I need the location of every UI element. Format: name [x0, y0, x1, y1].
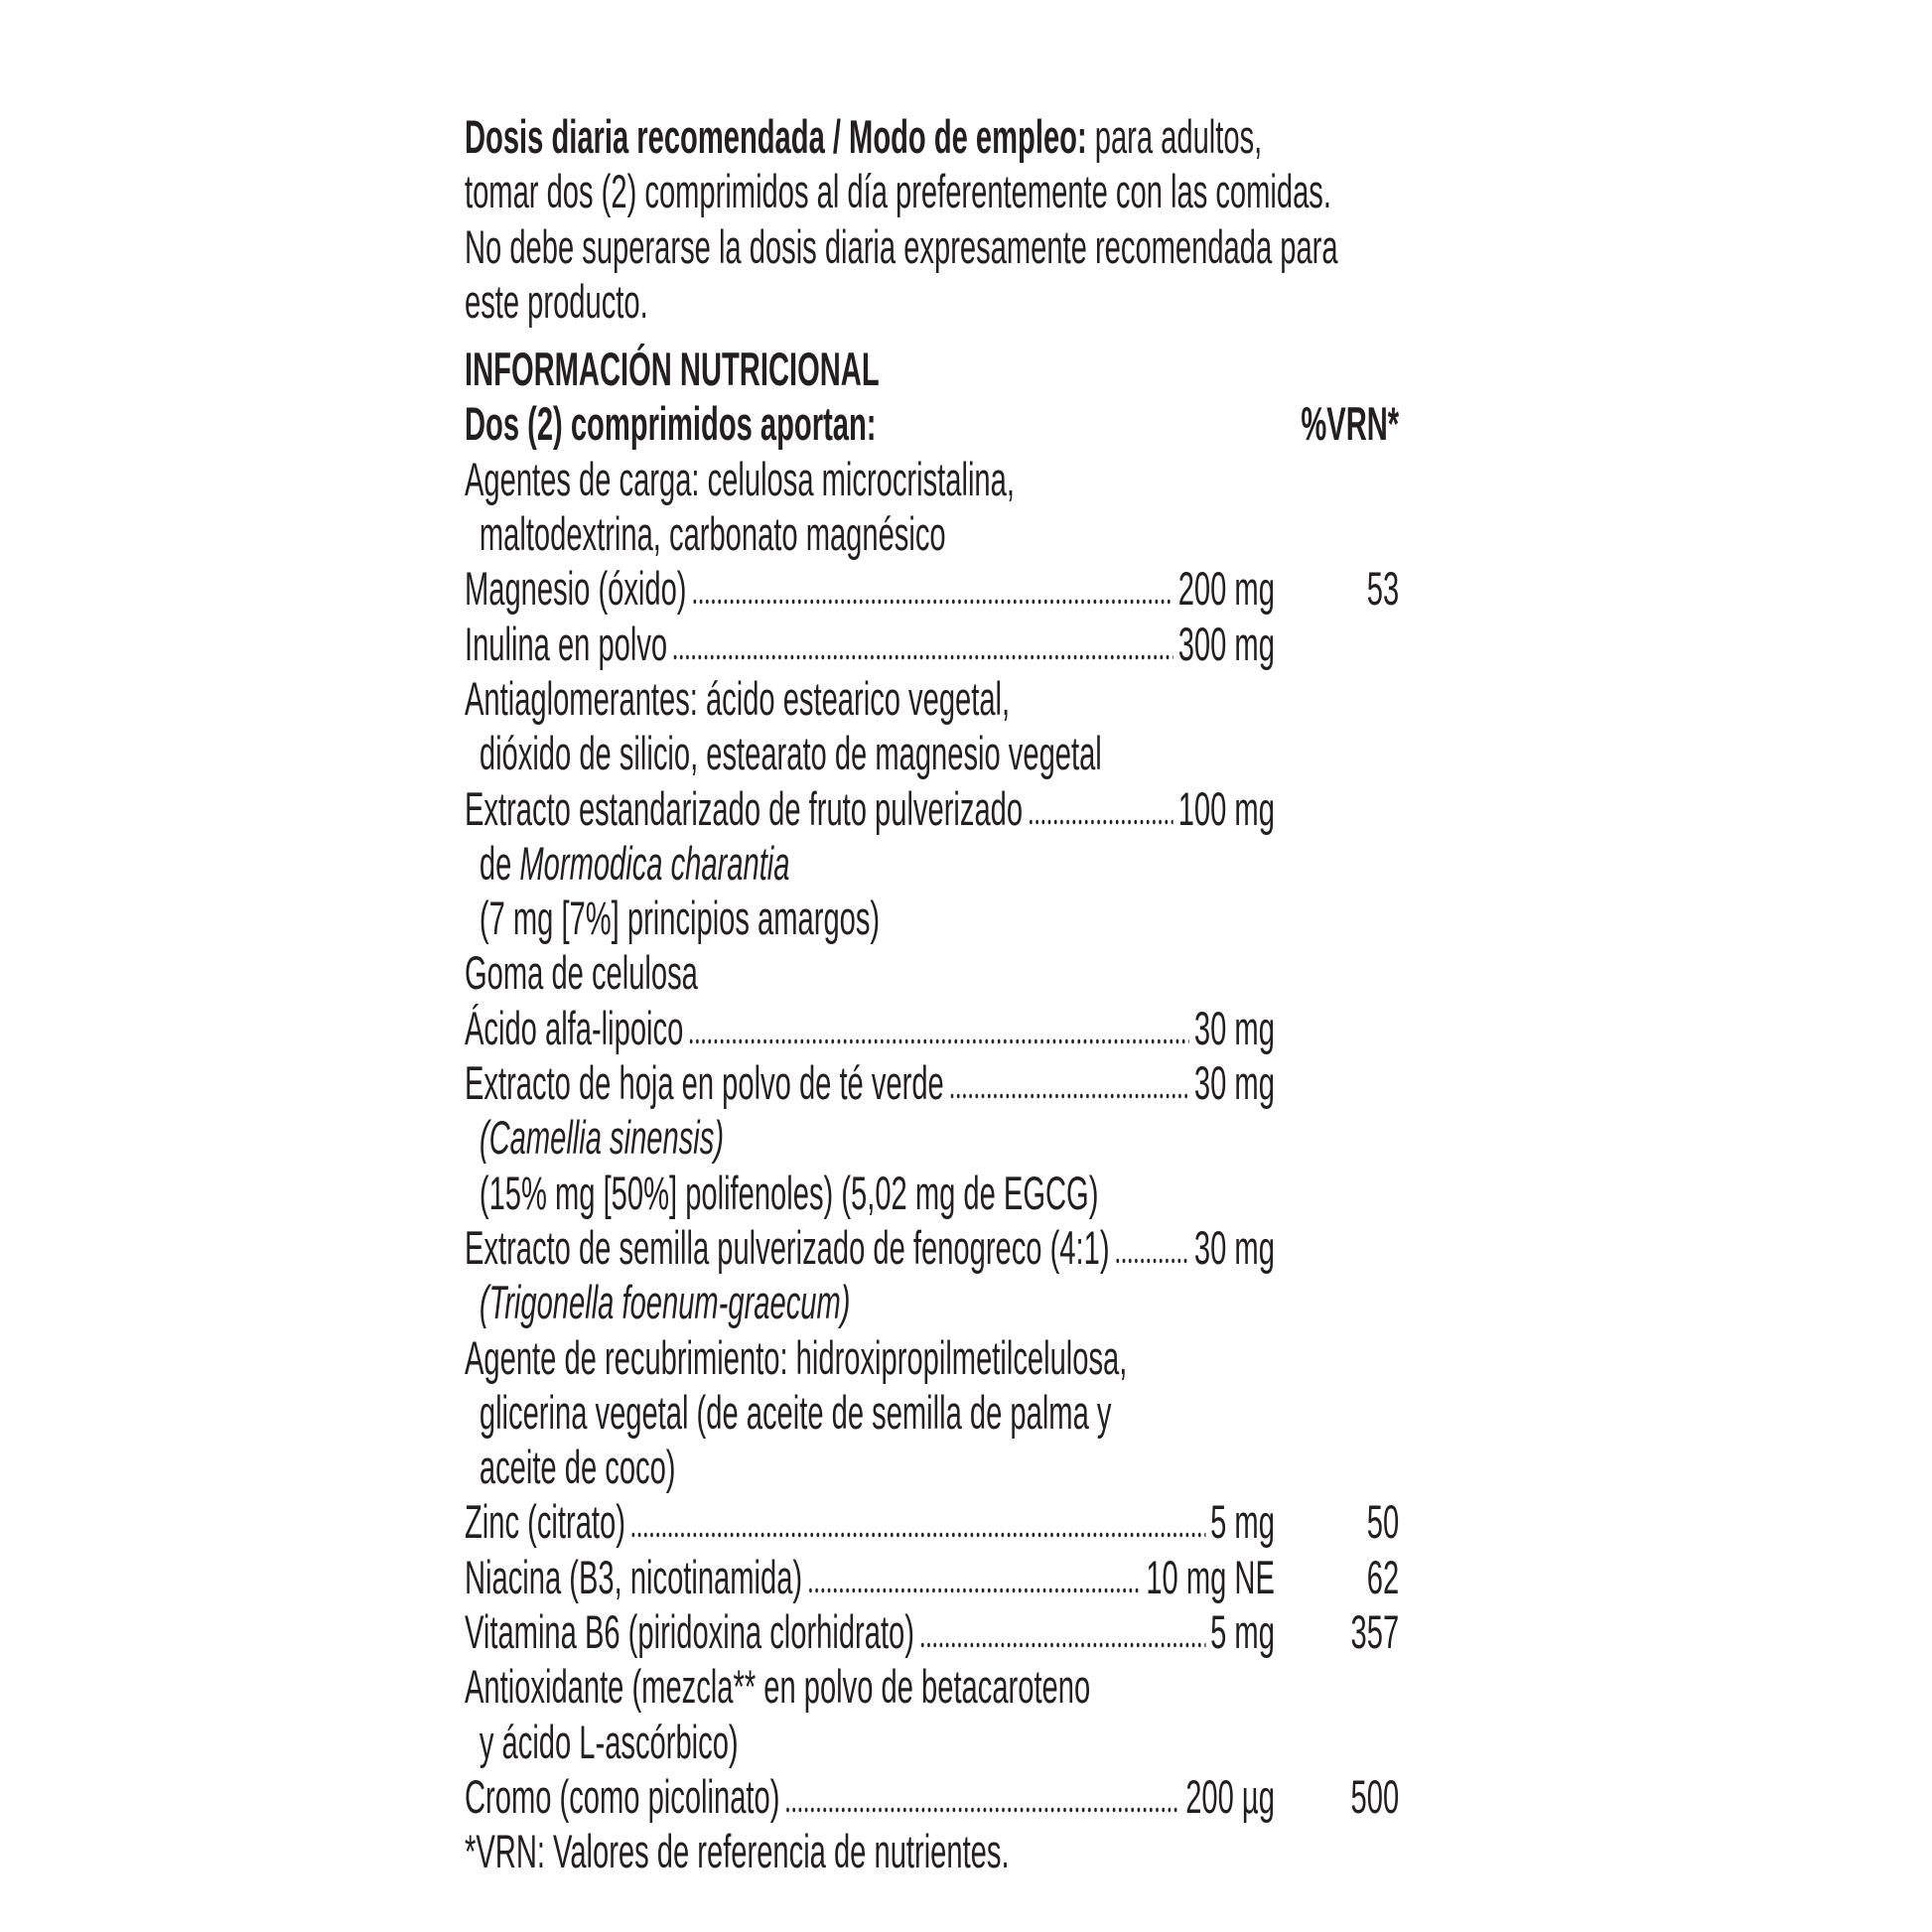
nutrient-row: Magnesio (óxido) 200 mg 53 — [465, 561, 1399, 616]
nutrient-name: Vitamina B6 (piridoxina clorhidrato) — [465, 1605, 914, 1659]
dot-leader — [918, 1642, 1206, 1649]
dosage-line: tomar dos (2) comprimidos al día prefere… — [465, 165, 1331, 218]
nutrient-name: Agentes de carga: celulosa microcristali… — [465, 452, 1015, 505]
nutrient-amount: 200 mg — [1177, 562, 1275, 616]
nutrition-subtitle: Dos (2) comprimidos aportan: — [465, 397, 877, 451]
nutrient-row: Inulina en polvo 300 mg — [465, 617, 1399, 671]
nutrient-amount: 100 mg — [1177, 781, 1275, 835]
nutrient-row: Niacina (B3, nicotinamida) 10 mg NE 62 — [465, 1550, 1399, 1604]
nutrient-row: Cromo (como picolinato) 200 µg 500 — [465, 1769, 1399, 1824]
nutrient-vrn: 357 — [1350, 1605, 1400, 1659]
nutrient-name: maltodextrina, carbonato magnésico — [479, 507, 946, 561]
nutrient-name: Niacina (B3, nicotinamida) — [465, 1550, 803, 1603]
nutrient-name: (7 mg [7%] principios amargos) — [479, 892, 881, 945]
nutrient-row: Goma de celulosa — [465, 945, 1399, 1000]
nutrition-title: INFORMACIÓN NUTRICIONAL — [465, 343, 880, 396]
nutrient-row: Antioxidante (mezcla** en polvo de betac… — [465, 1659, 1399, 1714]
dot-leader — [1028, 818, 1173, 825]
nutrition-table: Agentes de carga: celulosa microcristali… — [465, 452, 1399, 1824]
nutrient-amount: 30 mg — [1193, 1220, 1275, 1274]
nutrient-row: Agente de recubrimiento: hidroxipropilme… — [465, 1330, 1399, 1385]
nutrient-name: (Camellia sinensis) — [480, 1110, 724, 1165]
dosage-line: No debe superarse la dosis diaria expres… — [465, 219, 1338, 273]
nutrient-vrn: 500 — [1350, 1769, 1400, 1823]
nutrient-name: aceite de coco) — [479, 1441, 676, 1494]
supplement-label: Dosis diaria recomendada / Modo de emple… — [465, 109, 1399, 1879]
nutrient-row: (7 mg [7%] principios amargos) — [465, 891, 1399, 945]
dot-leader — [672, 653, 1173, 660]
nutrient-row: Extracto estandarizado de fruto pulveriz… — [465, 781, 1399, 836]
dot-leader — [807, 1587, 1142, 1593]
nutrient-amount: 30 mg — [1193, 1056, 1275, 1110]
nutrient-vrn: 50 — [1366, 1495, 1400, 1549]
nutrient-row: Extracto de semilla pulverizado de fenog… — [465, 1220, 1399, 1275]
nutrient-name: Magnesio (óxido) — [465, 562, 687, 616]
nutrient-amount: 5 mg — [1210, 1605, 1275, 1659]
dot-leader — [688, 1037, 1189, 1044]
dot-leader — [948, 1093, 1189, 1100]
nutrient-row: Extracto de hoja en polvo de té verde 30 … — [465, 1055, 1399, 1110]
nutrient-row: Antiaglomerantes: ácido estearico vegeta… — [465, 671, 1399, 726]
latin-name: Mormodica charantia — [519, 836, 790, 890]
nutrition-header-row: Dos (2) comprimidos aportan: %VRN* — [465, 396, 1399, 451]
dosage-line: este producto. — [465, 274, 648, 328]
nutrient-amount: 300 mg — [1177, 617, 1275, 670]
footnote: *VRN: Valores de referencia de nutriente… — [465, 1825, 1010, 1878]
nutrient-row: y ácido L-ascórbico) — [465, 1715, 1399, 1769]
nutrient-name: Ácido alfa-lipoico — [465, 1001, 684, 1054]
nutrient-name: Goma de celulosa — [465, 946, 698, 1000]
nutrient-row: aceite de coco) — [465, 1440, 1399, 1494]
nutrient-row: dióxido de silicio, estearato de magnesi… — [465, 726, 1399, 780]
nutrient-name: de Mormodica charantia — [479, 836, 790, 890]
dot-leader — [691, 599, 1173, 606]
nutrient-name: (Trigonella foenum-graecum) — [480, 1275, 851, 1329]
dot-leader — [629, 1532, 1206, 1539]
nutrient-row: (Trigonella foenum-graecum) — [465, 1275, 1399, 1329]
nutrient-name: Antiaglomerantes: ácido estearico vegeta… — [465, 671, 1011, 725]
nutrient-row: maltodextrina, carbonato magnésico — [465, 506, 1399, 561]
nutrient-vrn: 62 — [1366, 1550, 1400, 1603]
dot-leader — [1114, 1257, 1189, 1264]
nutrient-amount: 10 mg NE — [1146, 1550, 1275, 1603]
latin-name: (Camellia sinensis) — [479, 1111, 725, 1165]
nutrient-name: (15% mg [50%] polifenoles) (5,02 mg de E… — [479, 1166, 1099, 1219]
nutrient-amount: 5 mg — [1210, 1495, 1275, 1549]
latin-name: (Trigonella foenum-graecum) — [479, 1276, 851, 1329]
nutrient-row: glicerina vegetal (de aceite de semilla … — [465, 1385, 1399, 1440]
nutrient-vrn: 53 — [1366, 562, 1400, 616]
dosage-text: para adultos, — [1086, 110, 1263, 163]
nutrient-row: (15% mg [50%] polifenoles) (5,02 mg de E… — [465, 1166, 1399, 1220]
nutrient-row: Vitamina B6 (piridoxina clorhidrato) 5 mg… — [465, 1604, 1399, 1659]
nutrient-amount: 30 mg — [1193, 1001, 1275, 1054]
nutrient-row: (Camellia sinensis) — [465, 1110, 1399, 1165]
nutrient-name: Extracto estandarizado de fruto pulveriz… — [465, 781, 1024, 835]
nutrient-name: Antioxidante (mezcla** en polvo de betac… — [465, 1660, 1091, 1714]
nutrient-name: Extracto de semilla pulverizado de fenog… — [465, 1220, 1110, 1274]
nutrient-row: Agentes de carga: celulosa microcristali… — [465, 452, 1399, 506]
nutrient-row: Zinc (citrato) 5 mg 50 — [465, 1494, 1399, 1549]
nutrient-name: Inulina en polvo — [465, 617, 668, 670]
nutrient-name: Extracto de hoja en polvo de té verde — [465, 1056, 944, 1110]
dosage-label: Dosis diaria recomendada / Modo de emple… — [465, 110, 1087, 163]
nutrient-name: Cromo (como picolinato) — [465, 1769, 780, 1823]
nutrient-name: Agente de recubrimiento: hidroxipropilme… — [465, 1330, 1128, 1384]
nutrient-amount: 200 µg — [1185, 1769, 1275, 1823]
dosage-paragraph: Dosis diaria recomendada / Modo de emple… — [465, 109, 1399, 329]
nutrient-row: Ácido alfa-lipoico 30 mg — [465, 1001, 1399, 1055]
vrn-header: %VRN* — [1301, 397, 1400, 451]
nutrient-name: Zinc (citrato) — [465, 1495, 625, 1549]
nutrient-name: dióxido de silicio, estearato de magnesi… — [479, 727, 1102, 780]
nutrient-name: glicerina vegetal (de aceite de semilla … — [479, 1385, 1112, 1439]
dot-leader — [784, 1806, 1181, 1813]
nutrient-row: de Mormodica charantia — [465, 836, 1399, 891]
nutrient-name: y ácido L-ascórbico) — [479, 1715, 739, 1768]
